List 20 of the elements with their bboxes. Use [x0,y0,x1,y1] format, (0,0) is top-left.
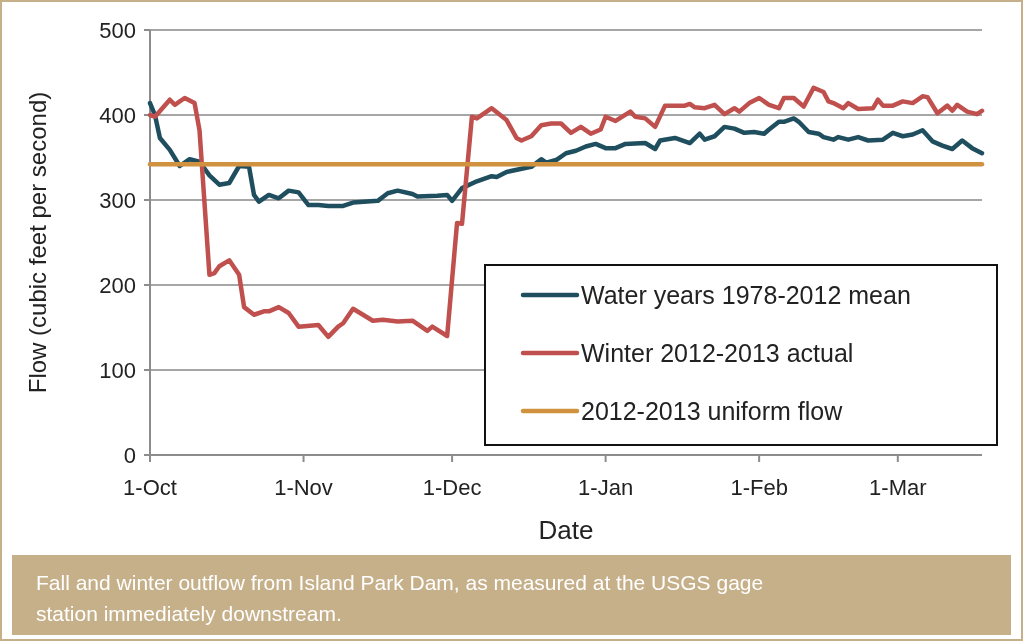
y-tick-label: 0 [123,443,136,468]
x-tick-label: 1-Oct [123,475,177,500]
legend-label: Water years 1978-2012 mean [581,281,911,309]
y-tick-label: 400 [99,103,136,128]
x-tick-label: 1-Mar [869,475,927,500]
x-tick-label: 1-Jan [578,475,634,500]
y-tick-label: 200 [99,273,136,298]
legend-label: 2012-2013 uniform flow [581,397,844,425]
y-tick-label: 300 [99,188,136,213]
y-tick-label: 500 [99,18,136,43]
line-series [147,100,985,209]
legend-label: Winter 2012-2013 actual [581,339,854,367]
y-tick-label: 100 [99,358,136,383]
line-series [147,85,985,340]
x-tick-label: 1-Nov [274,475,333,500]
x-tick-label: 1-Dec [422,475,482,500]
y-axis-title: Flow (cubic feet per second) [24,91,51,394]
x-axis-title: Date [538,515,594,545]
x-tick-label: 1-Feb [730,475,788,500]
text: Fall and winter outflow from Island Park Dam, as measured at the USGS gage station immediately downstream. [36,571,764,625]
